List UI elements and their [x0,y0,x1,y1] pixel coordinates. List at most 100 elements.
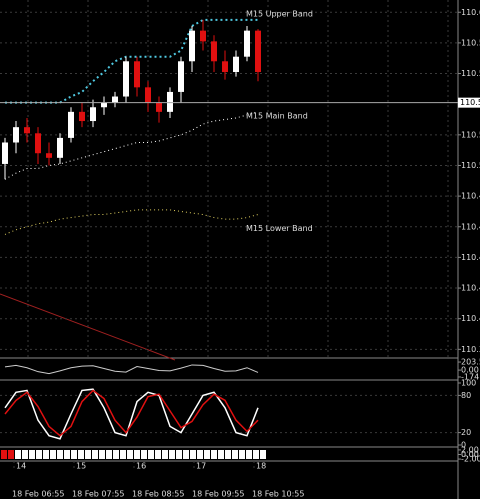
signal-cell [22,450,28,459]
signal-cell [197,450,203,459]
signal-cell [218,450,224,459]
signal-cell [113,450,119,459]
indicator-line [4,364,259,375]
y-tick-label: 110.4 [461,314,480,323]
candle-body [35,133,41,154]
candle-body [211,41,217,62]
signal-cell [134,450,140,459]
day-label: 14 [16,462,26,471]
signal-cell [78,450,84,459]
signal-cell [99,450,105,459]
candle-body [167,91,173,112]
candle-body [134,61,140,88]
y-tick-label: 110.3 [461,345,480,354]
candle-body [2,142,8,164]
day-label: 17 [196,462,206,471]
candle-body [90,107,96,122]
candle-body [145,87,151,103]
signal-cell [225,450,231,459]
last-price-box [458,97,480,108]
last-price-label: 110.5 [460,98,480,107]
candle-body [79,111,85,122]
y-tick-label: 110.5 [461,38,480,47]
candle-body [222,61,228,73]
y-tick-label: 80 [461,391,471,400]
signal-cell [239,450,245,459]
signal-cell [162,450,168,459]
y-tick-label: 110.4 [461,192,480,201]
signal-cell [36,450,42,459]
candle-body [24,127,30,134]
band-line [4,209,259,235]
signal-cell [106,450,112,459]
day-label: 16 [136,462,146,471]
legend-label: M15 Main Band [246,111,308,120]
candle-body [57,137,63,158]
legend-label: M15 Upper Band [246,9,313,18]
y-tick-label: 0.00 [461,366,479,375]
y-tick-label: 2.00 [461,445,479,454]
y-tick-label: 0 [461,441,466,450]
band-line [4,111,259,180]
signal-cell [169,450,175,459]
candle-body [112,96,118,103]
y-tick-label: 110.5 [461,69,480,78]
candle-body [68,111,74,138]
candle-body [255,30,261,73]
signal-cell [211,450,217,459]
candle-body [200,30,206,42]
candle-body [189,30,195,62]
signal-cell [92,450,98,459]
y-tick-label: 0.00 [461,450,479,459]
signal-cell [29,450,35,459]
signal-cell [204,450,210,459]
signal-cell [183,450,189,459]
signal-cell [232,450,238,459]
y-tick-label: 110.4 [461,284,480,293]
signal-cell [1,450,7,459]
candle-body [101,102,107,108]
x-tick-label: 18 Feb 10:55 [252,490,304,499]
candle-body [123,61,129,97]
day-label: 18 [256,462,266,471]
signal-cell [127,450,133,459]
signal-cell [50,450,56,459]
signal-cell [260,450,266,459]
candle-body [46,153,52,158]
band-line [5,18,258,104]
day-label: 15 [76,462,86,471]
signal-cell [8,450,14,459]
signal-cell [190,450,196,459]
legend-label: M15 Lower Band [246,224,313,233]
signal-cell [85,450,91,459]
indicator-line [4,389,259,437]
signal-cell [15,450,21,459]
y-tick-label: 110.6 [461,8,480,17]
y-tick-label: -174. [461,372,480,381]
signal-cell [148,450,154,459]
signal-cell [43,450,49,459]
signal-cell [155,450,161,459]
signal-cell [57,450,63,459]
x-tick-label: 18 Feb 06:55 [12,490,64,499]
signal-cell [64,450,70,459]
x-tick-label: 18 Feb 08:55 [132,490,184,499]
candle-body [156,102,162,112]
y-tick-label: 20 [461,428,471,437]
signal-cell [120,450,126,459]
y-tick-label: 110.5 [461,130,480,139]
candle-body [233,56,239,73]
y-tick-label: 100 [461,379,476,388]
y-tick-label: 110.4 [461,222,480,231]
signal-cell [246,450,252,459]
candle-body [178,61,184,92]
x-tick-label: 18 Feb 07:55 [72,490,124,499]
signal-cell [176,450,182,459]
signal-cell [141,450,147,459]
y-tick-label: -2.00 [461,455,480,464]
signal-cell [253,450,259,459]
candle-body [13,127,19,143]
candle-body [244,30,250,57]
